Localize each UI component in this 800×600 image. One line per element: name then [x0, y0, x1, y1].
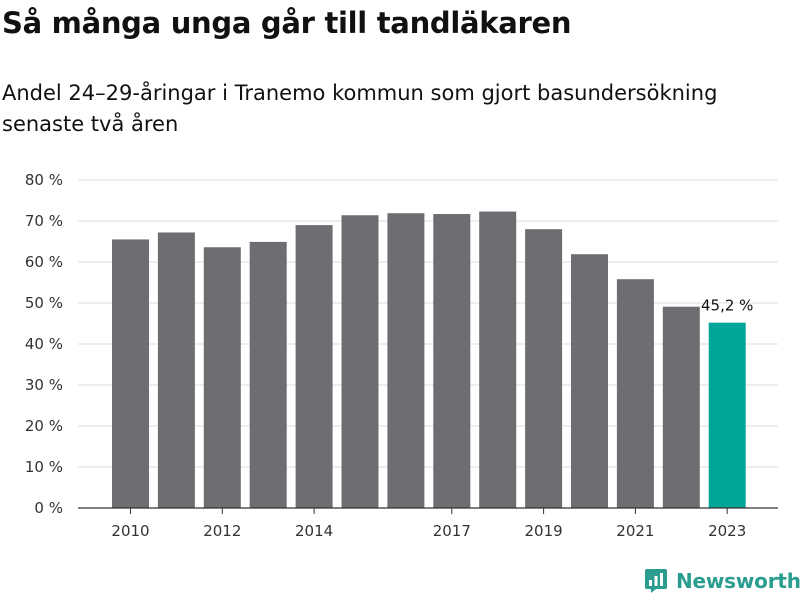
- brand-name: Newsworthy: [676, 569, 800, 593]
- bar-2023: [708, 322, 746, 508]
- y-tick-label: 30 %: [25, 376, 63, 394]
- bar-2019: [525, 229, 563, 508]
- bar-2010: [112, 239, 149, 508]
- y-tick-label: 40 %: [25, 335, 63, 353]
- y-tick-label: 0 %: [34, 499, 63, 517]
- bar-2012: [203, 247, 241, 509]
- bar-2022: [662, 306, 700, 508]
- y-tick-label: 70 %: [25, 212, 63, 230]
- x-tick-label: 2017: [433, 522, 471, 540]
- y-tick-label: 10 %: [25, 458, 63, 476]
- y-tick-label: 80 %: [25, 171, 63, 189]
- y-tick-label: 60 %: [25, 253, 63, 271]
- bar-2015: [341, 215, 379, 508]
- bar-2013: [249, 241, 287, 508]
- x-tick-label: 2023: [708, 522, 746, 540]
- bar-2011: [157, 232, 195, 509]
- x-tick-label: 2019: [525, 522, 563, 540]
- chart-subtitle: Andel 24–29-åringar i Tranemo kommun som…: [2, 81, 718, 136]
- bar-2016: [387, 213, 425, 508]
- x-tick-label: 2012: [203, 522, 241, 540]
- y-tick-label: 50 %: [25, 294, 63, 312]
- chart-title: Så många unga går till tandläkaren: [2, 6, 572, 40]
- y-tick-label: 20 %: [25, 417, 63, 435]
- data-label: 45,2 %: [701, 297, 753, 315]
- newsworthy-logo-icon: [645, 569, 667, 593]
- bar-2014: [295, 225, 333, 508]
- brand-logo: Newsworthy: [644, 568, 800, 594]
- bar-chart: 0 % 10 % 20 % 30 % 40 % 50 % 60 % 70 % 80 % 2010 2…: [25, 171, 778, 540]
- bar-2018: [479, 211, 517, 508]
- x-tick-label: 2014: [295, 522, 333, 540]
- bar-2017: [433, 214, 471, 508]
- bar-2020: [571, 254, 608, 508]
- x-tick-label: 2021: [616, 522, 654, 540]
- x-tick-label: 2010: [111, 522, 149, 540]
- bar-2021: [616, 279, 654, 508]
